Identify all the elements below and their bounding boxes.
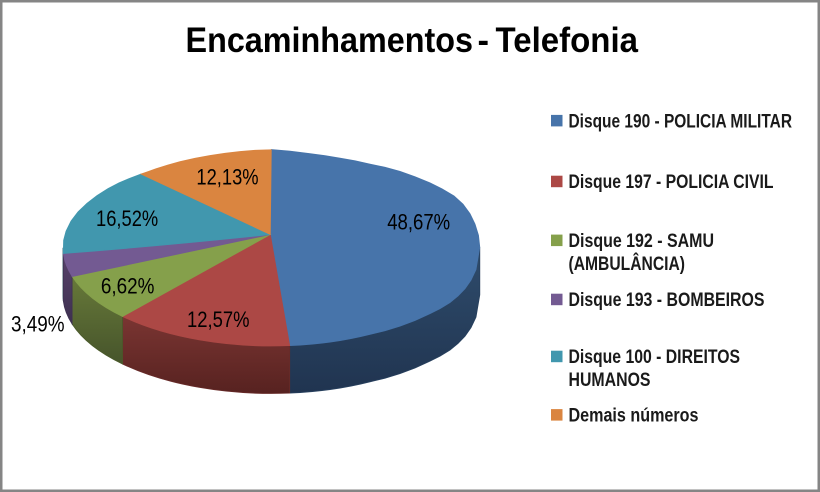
svg-text:12,13%: 12,13% xyxy=(196,165,258,190)
svg-text:16,52%: 16,52% xyxy=(96,206,158,231)
svg-text:Disque 193 - BOMBEIROS: Disque 193 - BOMBEIROS xyxy=(569,289,765,311)
svg-text:Encaminhamentos: Encaminhamentos xyxy=(186,21,474,60)
svg-text:Disque 192 - SAMU: Disque 192 - SAMU xyxy=(569,230,715,252)
svg-text:-: - xyxy=(478,21,490,60)
svg-text:3,49%: 3,49% xyxy=(11,312,65,337)
svg-text:Telefonia: Telefonia xyxy=(496,21,639,60)
svg-text:HUMANOS: HUMANOS xyxy=(569,369,651,391)
svg-text:12,57%: 12,57% xyxy=(187,307,250,332)
svg-text:Disque 190 - POLICIA MILITAR: Disque 190 - POLICIA MILITAR xyxy=(569,110,793,132)
svg-text:(AMBULÂNCIA): (AMBULÂNCIA) xyxy=(569,251,686,275)
svg-text:Disque 197 - POLICIA CIVIL: Disque 197 - POLICIA CIVIL xyxy=(569,171,774,193)
svg-text:48,67%: 48,67% xyxy=(387,209,450,234)
svg-text:Disque 100 - DIREITOS: Disque 100 - DIREITOS xyxy=(569,346,741,368)
svg-text:6,62%: 6,62% xyxy=(101,273,155,298)
svg-text:Demais números: Demais números xyxy=(569,405,699,427)
